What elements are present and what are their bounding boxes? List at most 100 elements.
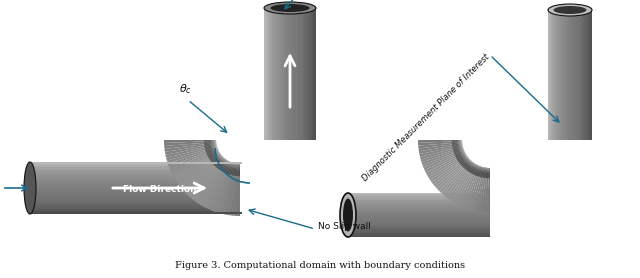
Polygon shape bbox=[482, 169, 484, 175]
Polygon shape bbox=[582, 10, 583, 140]
Polygon shape bbox=[469, 167, 473, 172]
Polygon shape bbox=[220, 159, 225, 165]
Polygon shape bbox=[348, 213, 490, 214]
Polygon shape bbox=[457, 145, 463, 148]
Polygon shape bbox=[452, 147, 458, 149]
Polygon shape bbox=[213, 159, 219, 164]
Polygon shape bbox=[205, 149, 212, 153]
Polygon shape bbox=[482, 168, 484, 174]
Polygon shape bbox=[207, 142, 214, 144]
Polygon shape bbox=[455, 151, 461, 154]
Polygon shape bbox=[208, 153, 214, 158]
Polygon shape bbox=[210, 147, 216, 150]
Polygon shape bbox=[232, 166, 235, 172]
Polygon shape bbox=[304, 8, 306, 140]
Polygon shape bbox=[578, 10, 579, 140]
Polygon shape bbox=[271, 8, 272, 140]
Polygon shape bbox=[468, 163, 473, 168]
Polygon shape bbox=[223, 165, 227, 171]
Polygon shape bbox=[220, 161, 225, 167]
Text: Diagnostic Measurement Plane of Interest: Diagnostic Measurement Plane of Interest bbox=[361, 52, 492, 183]
Polygon shape bbox=[239, 170, 240, 176]
Polygon shape bbox=[218, 157, 224, 162]
Polygon shape bbox=[590, 10, 591, 140]
Polygon shape bbox=[220, 163, 224, 169]
Polygon shape bbox=[348, 202, 490, 203]
Polygon shape bbox=[218, 163, 223, 169]
Polygon shape bbox=[30, 212, 242, 214]
Polygon shape bbox=[212, 154, 218, 158]
Polygon shape bbox=[474, 167, 477, 173]
Polygon shape bbox=[452, 140, 458, 142]
Polygon shape bbox=[30, 180, 240, 182]
Polygon shape bbox=[301, 8, 303, 140]
Polygon shape bbox=[456, 152, 462, 155]
Polygon shape bbox=[486, 172, 488, 178]
Polygon shape bbox=[461, 156, 467, 160]
Polygon shape bbox=[454, 146, 460, 149]
Polygon shape bbox=[206, 148, 212, 151]
Polygon shape bbox=[479, 172, 483, 177]
Polygon shape bbox=[488, 172, 490, 178]
Polygon shape bbox=[468, 166, 472, 171]
Polygon shape bbox=[205, 147, 211, 150]
Polygon shape bbox=[225, 167, 228, 173]
Polygon shape bbox=[315, 8, 316, 140]
Polygon shape bbox=[459, 155, 465, 158]
Polygon shape bbox=[454, 151, 460, 155]
Polygon shape bbox=[203, 161, 229, 208]
Polygon shape bbox=[30, 203, 240, 205]
Polygon shape bbox=[456, 142, 461, 144]
Polygon shape bbox=[182, 156, 222, 192]
Polygon shape bbox=[204, 143, 211, 146]
Polygon shape bbox=[548, 10, 549, 140]
Polygon shape bbox=[456, 150, 461, 153]
Polygon shape bbox=[472, 165, 476, 170]
Polygon shape bbox=[239, 165, 240, 171]
Polygon shape bbox=[569, 10, 570, 140]
Polygon shape bbox=[30, 162, 242, 164]
Polygon shape bbox=[484, 170, 486, 176]
Text: Flow Direction: Flow Direction bbox=[123, 185, 197, 195]
Polygon shape bbox=[170, 149, 218, 172]
Polygon shape bbox=[461, 155, 466, 159]
Polygon shape bbox=[586, 10, 588, 140]
Polygon shape bbox=[276, 8, 277, 140]
Polygon shape bbox=[420, 147, 463, 160]
Polygon shape bbox=[462, 157, 467, 161]
Polygon shape bbox=[30, 213, 240, 214]
Polygon shape bbox=[225, 166, 229, 173]
Polygon shape bbox=[459, 156, 465, 160]
Polygon shape bbox=[227, 163, 230, 170]
Polygon shape bbox=[457, 153, 463, 157]
Polygon shape bbox=[236, 164, 237, 170]
Polygon shape bbox=[236, 165, 238, 172]
Polygon shape bbox=[447, 163, 474, 200]
Polygon shape bbox=[348, 195, 490, 196]
Polygon shape bbox=[419, 143, 462, 151]
Polygon shape bbox=[210, 152, 216, 157]
Polygon shape bbox=[476, 170, 479, 176]
Polygon shape bbox=[549, 10, 550, 140]
Polygon shape bbox=[212, 158, 218, 163]
Polygon shape bbox=[483, 172, 485, 178]
Polygon shape bbox=[479, 167, 482, 173]
Polygon shape bbox=[207, 147, 214, 150]
Polygon shape bbox=[234, 169, 237, 176]
Polygon shape bbox=[454, 150, 460, 153]
Polygon shape bbox=[458, 150, 463, 153]
Polygon shape bbox=[418, 140, 462, 143]
Polygon shape bbox=[223, 162, 227, 168]
Polygon shape bbox=[30, 192, 240, 193]
Polygon shape bbox=[209, 147, 216, 150]
Polygon shape bbox=[206, 141, 213, 143]
Polygon shape bbox=[456, 145, 462, 147]
Polygon shape bbox=[481, 168, 483, 173]
Polygon shape bbox=[219, 162, 223, 168]
Polygon shape bbox=[452, 140, 457, 142]
Polygon shape bbox=[488, 170, 490, 176]
Polygon shape bbox=[486, 171, 488, 177]
Polygon shape bbox=[454, 141, 460, 143]
Polygon shape bbox=[463, 163, 468, 168]
Polygon shape bbox=[457, 149, 463, 152]
